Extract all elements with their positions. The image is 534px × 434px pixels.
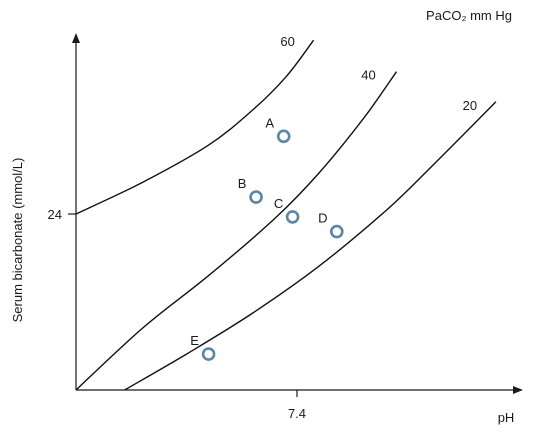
isobar-label-20: 20 [463,98,477,113]
data-points: A B C D E [190,115,344,361]
isobar-labels: 60 40 20 [280,34,477,113]
y-tick-label: 24 [48,207,62,222]
isobar-40 [75,71,398,391]
axis-ticks: 7.4 24 [48,207,307,421]
point-D [329,224,344,239]
point-C [285,210,300,224]
point-label-C: C [274,196,283,211]
pco2-isobars [75,39,497,391]
point-label-A: A [265,115,274,130]
y-axis-label: Serum bicarbonate (mmol/L) [10,158,25,323]
x-tick-label: 7.4 [288,406,306,421]
isobar-label-60: 60 [280,34,294,49]
isobar-60 [75,39,315,215]
point-label-D: D [318,211,327,226]
isobar-20 [124,101,497,391]
point-A [276,129,291,144]
point-label-E: E [190,333,199,348]
point-B [249,190,263,204]
legend-title: PaCO₂ mm Hg [426,8,512,23]
x-axis-label: pH [498,410,515,425]
point-label-B: B [238,176,247,191]
isobar-label-40: 40 [361,68,375,83]
point-E [201,347,216,361]
